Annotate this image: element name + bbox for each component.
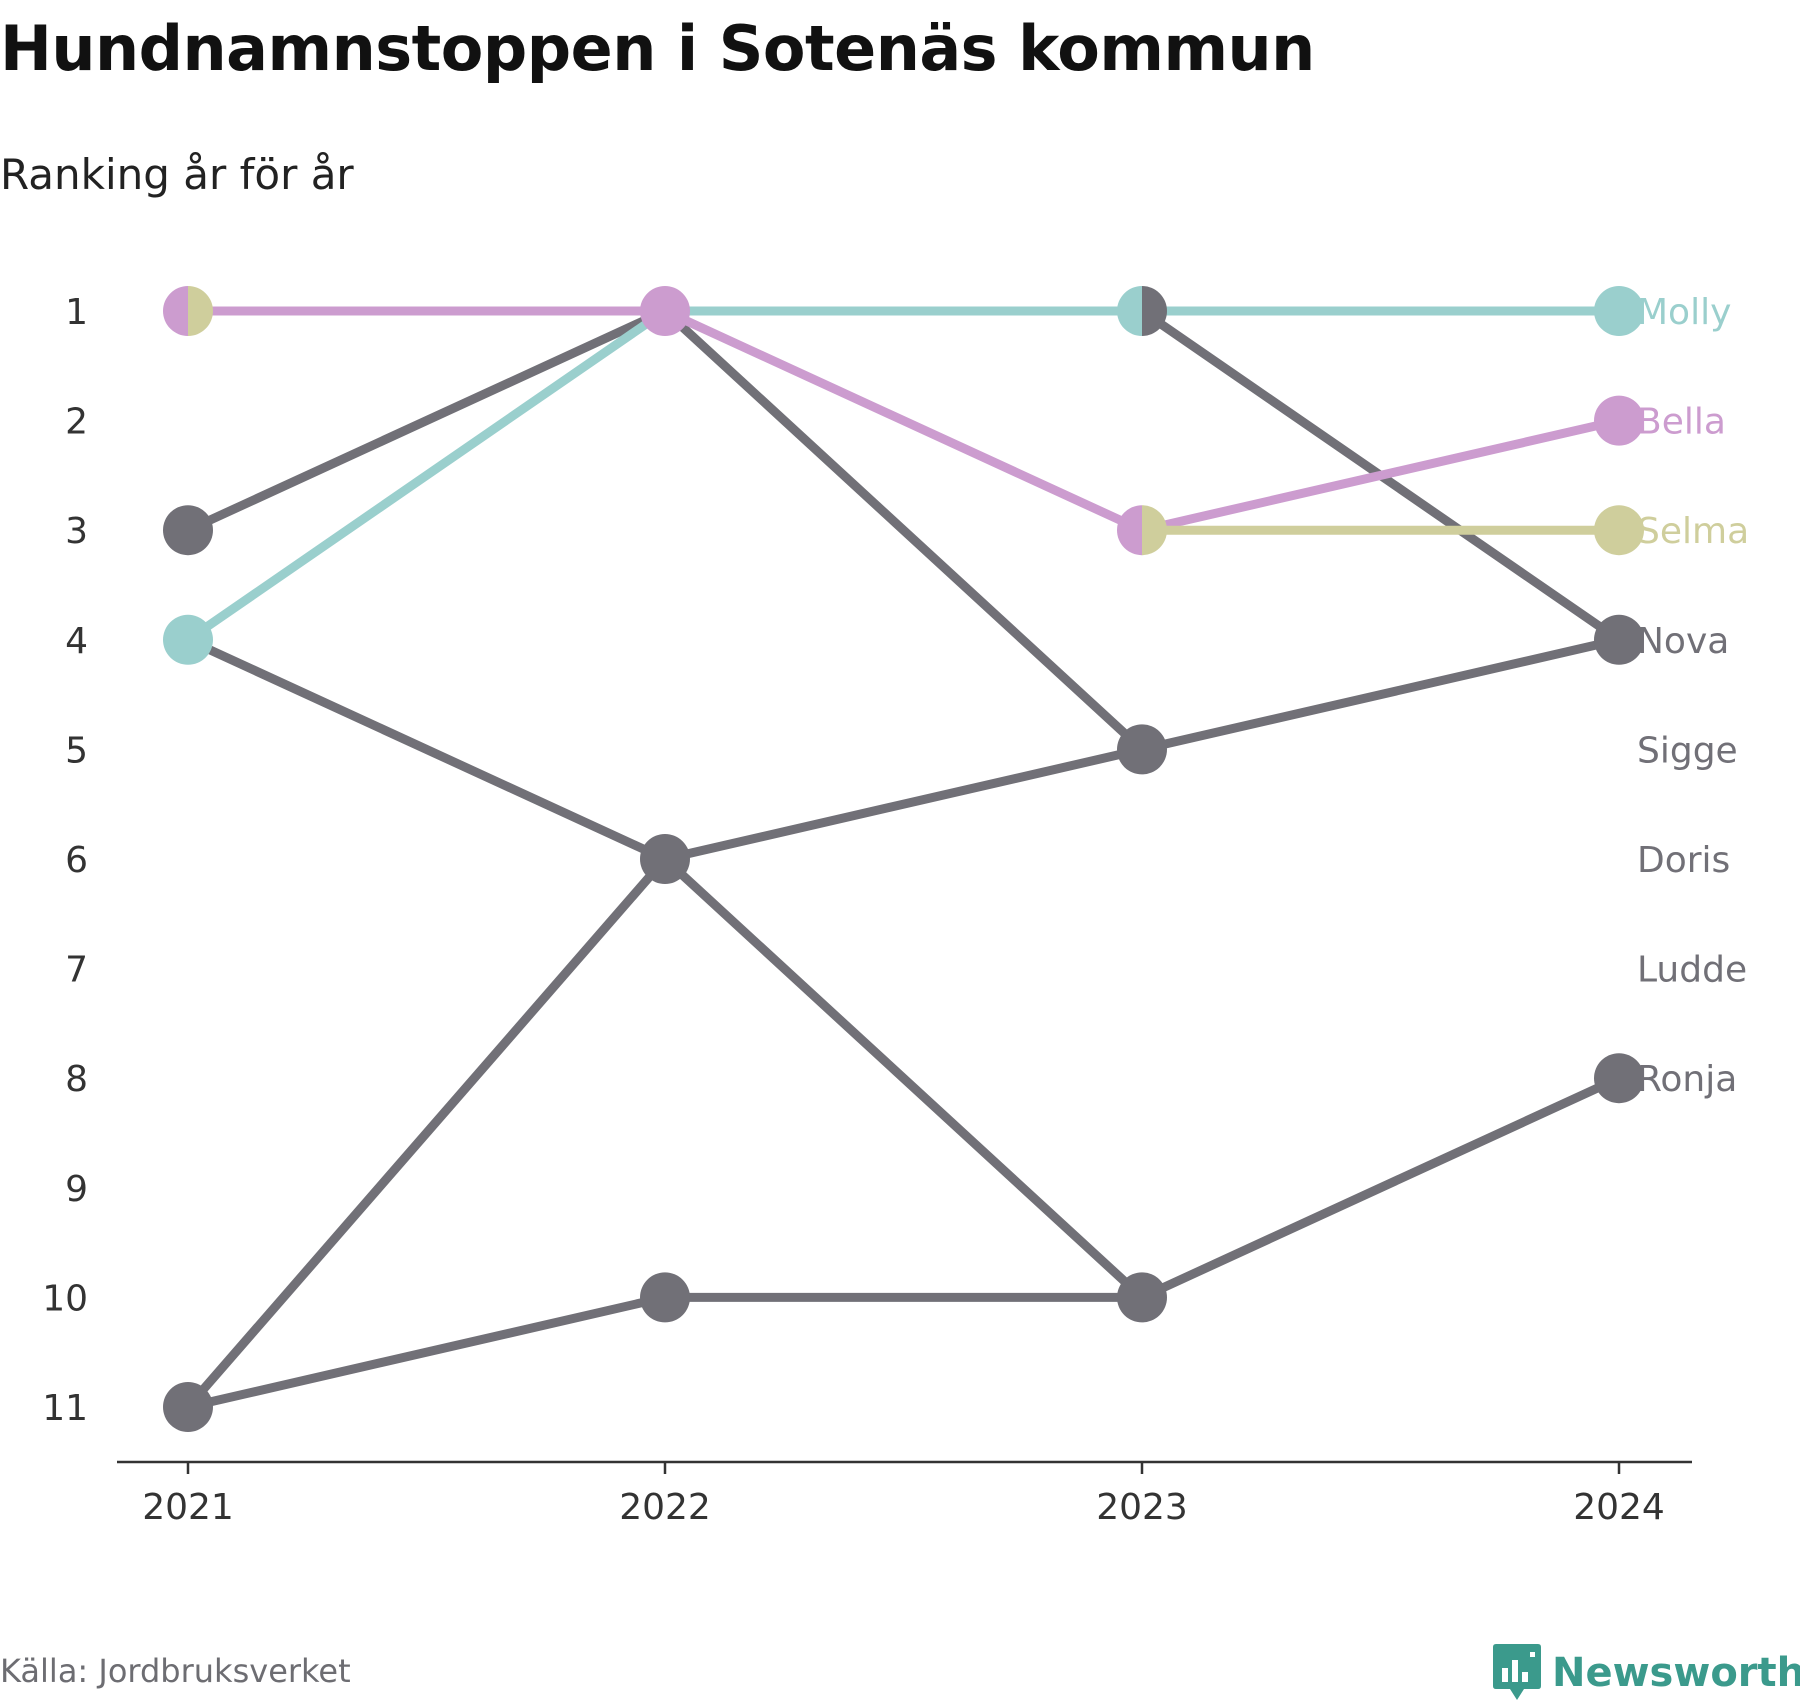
marker-doris-2024 — [1594, 614, 1644, 665]
end-label-ludde: Ludde — [1637, 950, 1747, 991]
end-labels: Molly Bella Selma Nova Sigge Doris Ludde Ronja — [1637, 292, 1749, 1100]
series-segment-bella — [660, 306, 1147, 535]
series-lines — [183, 306, 1624, 1412]
shared-marker-left-2023-3 — [1117, 505, 1142, 556]
marker-ludde-2023 — [1117, 724, 1167, 775]
marker-doris-2022 — [640, 834, 690, 884]
series-segment-molly — [183, 306, 670, 645]
source-note: Källa: Jordbruksverket — [0, 1652, 351, 1690]
y-tick-label: 6 — [65, 840, 88, 881]
series-segment-nova — [183, 306, 670, 535]
marker-molly-2021 — [163, 614, 213, 665]
end-label-doris: Doris — [1637, 840, 1730, 881]
y-tick-label: 9 — [65, 1169, 88, 1210]
y-tick-label: 7 — [65, 950, 88, 991]
series-segment-doris — [660, 744, 1147, 864]
marker-molly-2024 — [1594, 286, 1644, 336]
bump-chart: 1 2 3 4 5 6 7 8 9 10 11 2021 2022 2023 2024 Molly Bell… — [42, 286, 1749, 1528]
y-tick-label: 5 — [65, 730, 88, 771]
marker-ronja-2023 — [1117, 1272, 1167, 1323]
end-label-bella: Bella — [1637, 402, 1726, 443]
marker-bella-2022 — [640, 286, 690, 336]
chart-subtitle: Ranking år för år — [0, 150, 354, 199]
end-label-ronja: Ronja — [1637, 1059, 1737, 1100]
marker-ronja-2024 — [1594, 1053, 1644, 1104]
end-label-sigge: Sigge — [1637, 730, 1738, 771]
x-tick-label: 2022 — [619, 1487, 711, 1528]
y-tick-label: 4 — [65, 621, 88, 662]
marker-nova-2021 — [163, 505, 213, 556]
shared-marker-right-2021-1 — [188, 286, 213, 336]
marker-ronja-2021 — [163, 1382, 213, 1432]
y-tick-label: 8 — [65, 1059, 88, 1100]
y-tick-label: 3 — [65, 511, 88, 552]
marker-ronja-2022 — [640, 1272, 690, 1323]
series-segment-ronja — [1137, 1073, 1624, 1302]
series-segment-doris — [1137, 635, 1624, 754]
shared-marker-right-2023-1 — [1142, 286, 1167, 336]
series-segment-ronja — [183, 1292, 670, 1412]
shared-marker-right-2023-3 — [1142, 505, 1167, 556]
newsworthy-logo-icon — [1493, 1644, 1541, 1700]
end-label-nova: Nova — [1637, 621, 1729, 662]
end-label-selma: Selma — [1637, 511, 1749, 552]
x-tick-label: 2024 — [1573, 1487, 1665, 1528]
series-segment-sigge — [660, 854, 1147, 1302]
chart-title: Hundnamnstoppen i Sotenäs kommun — [0, 12, 1315, 85]
end-label-molly: Molly — [1637, 292, 1731, 333]
series-segment-doris — [183, 854, 670, 1412]
y-tick-label: 2 — [65, 402, 88, 443]
series-segment-bella — [1137, 416, 1624, 535]
shared-marker-left-2021-1 — [163, 286, 188, 336]
series-segment-sigge — [183, 635, 670, 864]
brand-name: Newsworthy — [1552, 1650, 1800, 1696]
marker-bella-2024 — [1594, 395, 1644, 446]
y-axis-ticks: 1 2 3 4 5 6 7 8 9 10 11 — [42, 292, 88, 1429]
marker-selma-2024 — [1594, 505, 1644, 556]
y-tick-label: 1 — [65, 292, 88, 333]
series-markers — [163, 286, 1644, 1432]
brand-logo: Newsworthy — [1492, 1640, 1800, 1706]
x-tick-label: 2021 — [142, 1487, 234, 1528]
series-segment-ludde — [660, 306, 1147, 754]
x-axis: 2021 2022 2023 2024 — [117, 1460, 1692, 1528]
y-tick-label: 10 — [42, 1278, 88, 1319]
x-tick-label: 2023 — [1096, 1487, 1188, 1528]
shared-marker-left-2023-1 — [1117, 286, 1142, 336]
y-tick-label: 11 — [42, 1388, 88, 1429]
